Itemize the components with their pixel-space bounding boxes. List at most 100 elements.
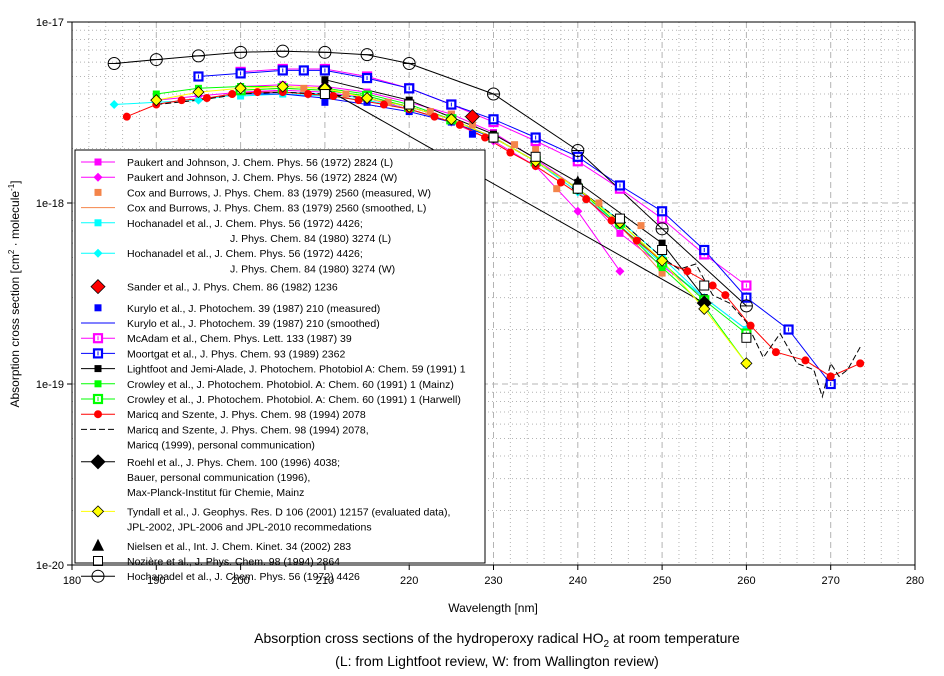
legend-label: Paukert and Johnson, J. Chem. Phys. 56 (… <box>127 157 393 169</box>
data-point <box>573 206 583 216</box>
legend-swatch-marker <box>92 348 104 359</box>
data-point <box>455 120 464 129</box>
data-point <box>825 378 836 390</box>
legend-label: Crowley et al., J. Photochem. Photobiol.… <box>127 379 454 391</box>
marker-circle <box>354 96 363 105</box>
marker-diamond-yellow <box>445 113 458 126</box>
data-point <box>354 96 363 105</box>
legend-swatch-marker <box>94 365 102 373</box>
data-point <box>530 151 541 162</box>
legend-swatch-marker <box>90 454 106 470</box>
marker-diamond <box>193 95 203 105</box>
data-point <box>658 264 666 272</box>
data-point <box>658 239 666 247</box>
data-point <box>656 254 669 267</box>
data-point <box>107 56 121 70</box>
data-point <box>616 229 624 237</box>
data-point <box>481 133 490 142</box>
data-point <box>595 199 603 207</box>
data-point <box>464 109 480 125</box>
data-point <box>276 80 289 93</box>
marker-circle <box>746 321 755 330</box>
data-point <box>152 90 160 98</box>
data-point <box>426 108 434 116</box>
marker-square-open <box>572 183 583 194</box>
data-point <box>530 132 541 143</box>
data-point <box>298 65 309 76</box>
data-point <box>607 216 616 225</box>
data-point <box>384 98 392 106</box>
legend-item: Crowley et al., J. Photochem. Photobiol.… <box>81 379 454 391</box>
marker-circle <box>721 291 730 300</box>
legend-item: Sander et al., J. Phys. Chem. 86 (1982) … <box>90 279 338 295</box>
legend-label: McAdam et al., Chem. Phys. Lett. 133 (19… <box>127 333 352 345</box>
x-tick-label: 250 <box>653 575 671 587</box>
data-point <box>191 49 205 63</box>
data-point <box>150 94 163 107</box>
marker-square-open <box>93 556 103 566</box>
marker-diamond-large <box>90 454 106 470</box>
legend-swatch-marker <box>94 158 102 166</box>
marker-triangle <box>92 538 104 551</box>
y-tick-label: 1e-19 <box>36 379 64 391</box>
legend-label: Maricq (1999), personal communication) <box>127 440 315 452</box>
data-point <box>741 292 752 303</box>
x-tick-label: 200 <box>231 575 249 587</box>
legend-label: Nielsen et al., Int. J. Chem. Kinet. 34 … <box>127 541 351 553</box>
marker-square <box>637 222 645 230</box>
data-point <box>445 113 458 126</box>
x-tick-label: 260 <box>737 575 755 587</box>
data-point <box>739 299 753 313</box>
data-point <box>430 112 439 121</box>
y-axis-label-sup2: -1 <box>7 183 16 191</box>
chart-title-main: Absorption cross sections of the hydrope… <box>254 630 603 646</box>
marker-circle <box>430 112 439 121</box>
data-point <box>771 348 780 357</box>
series-line <box>156 91 861 399</box>
marker-square-open <box>699 280 710 291</box>
marker-circle <box>202 94 211 103</box>
data-point <box>192 86 205 99</box>
legend-label: JPL-2002, JPL-2006 and JPL-2010 recommed… <box>127 522 372 534</box>
data-point <box>656 206 668 217</box>
data-point <box>319 65 330 76</box>
y-axis-label: Absorption cross section [cm2 · molecule… <box>7 180 22 407</box>
marker-square <box>532 145 540 153</box>
marker-square <box>342 90 350 98</box>
data-point <box>304 90 313 99</box>
marker-square <box>658 264 666 272</box>
legend-item: Paukert and Johnson, J. Chem. Phys. 56 (… <box>81 157 393 169</box>
data-point <box>783 324 794 335</box>
marker-square <box>658 269 666 277</box>
data-point <box>402 56 416 70</box>
legend-item: Nozière et al., J. Phys. Chem. 98 (1994)… <box>93 556 340 568</box>
data-point <box>361 72 373 84</box>
data-point <box>553 185 561 193</box>
legend-swatch-marker <box>92 538 104 551</box>
marker-diamond-yellow <box>740 357 753 370</box>
data-point <box>446 99 457 110</box>
marker-square-open <box>404 99 415 110</box>
data-point <box>360 48 374 62</box>
data-point <box>149 53 163 67</box>
data-point <box>321 98 329 106</box>
legend-swatch-marker <box>93 248 103 258</box>
marker-diamond-large <box>90 279 106 295</box>
legend-item: Lightfoot and Jemi-Alade, J. Photochem. … <box>81 364 466 376</box>
marker-circle <box>506 148 515 157</box>
legend-label: Hochanadel et al., J. Chem. Phys. 56 (19… <box>127 218 363 230</box>
data-point <box>487 87 500 101</box>
legend-label: J. Phys. Chem. 84 (1980) 3274 (L) <box>230 233 391 245</box>
marker-diamond-yellow <box>150 94 163 107</box>
marker-diamond <box>93 172 103 182</box>
marker-diamond-yellow <box>276 80 289 93</box>
data-point <box>506 148 515 157</box>
y-tick-label: 1e-20 <box>36 560 64 572</box>
data-point <box>193 71 204 82</box>
x-axis-label: Wavelength [nm] <box>448 601 538 615</box>
marker-square-open <box>530 151 541 162</box>
marker-diamond-yellow <box>192 86 205 99</box>
series-line <box>114 50 747 307</box>
legend-label: Kurylo et al., J. Photochem. 39 (1987) 2… <box>127 303 380 315</box>
data-point <box>698 302 711 315</box>
